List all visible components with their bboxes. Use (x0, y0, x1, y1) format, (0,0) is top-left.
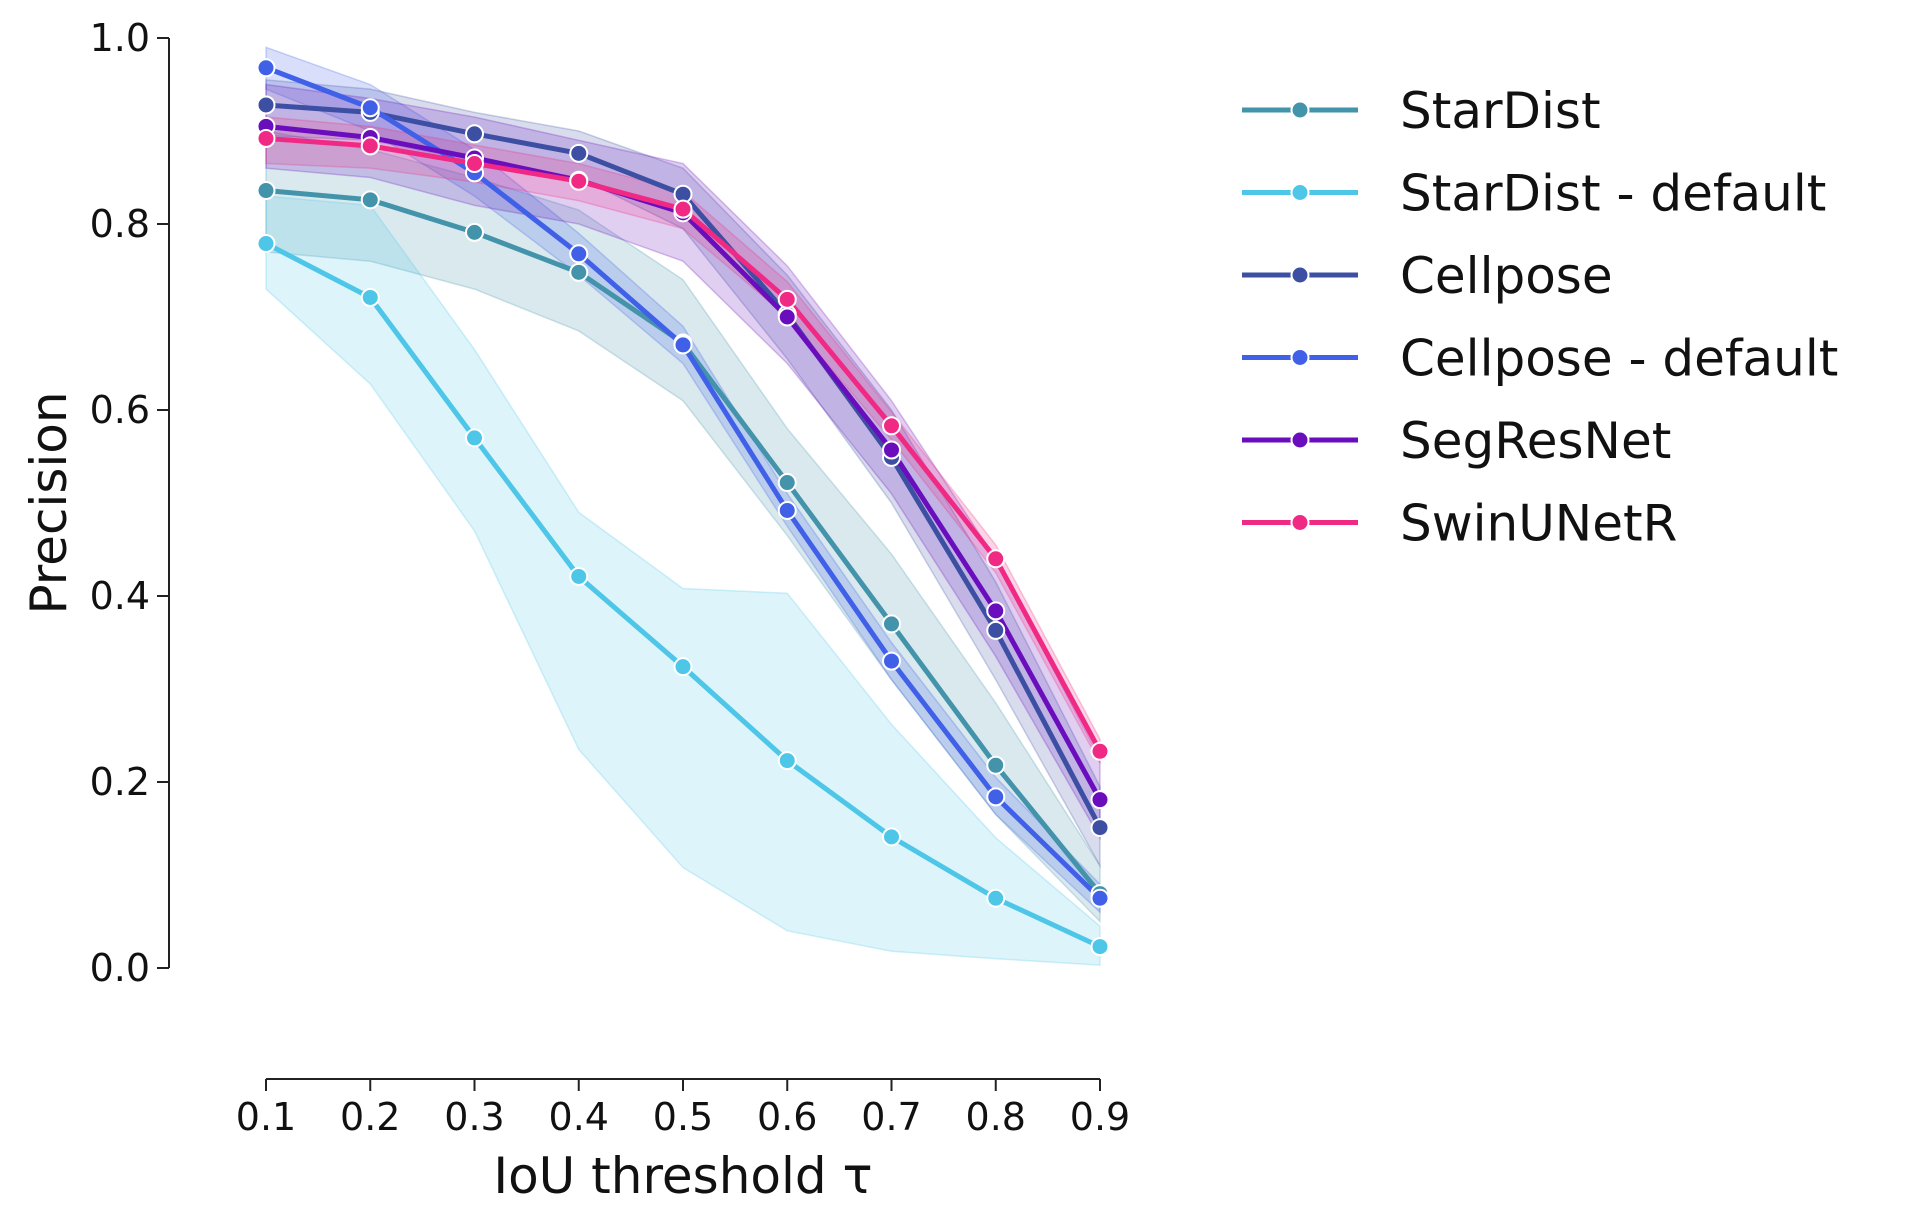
x-tick-label: 0.6 (757, 1095, 817, 1139)
data-point (360, 136, 380, 156)
confidence-band (265, 130, 1101, 924)
y-tick-label: 0.2 (90, 760, 150, 804)
legend-marker (1290, 265, 1310, 285)
y-tick-label: 0.4 (90, 574, 150, 618)
data-point (569, 143, 589, 163)
data-point (777, 500, 797, 520)
data-point (1090, 741, 1110, 761)
x-tick-label: 0.8 (966, 1095, 1026, 1139)
data-point (256, 181, 276, 201)
data-point (256, 128, 276, 148)
data-point (986, 755, 1006, 775)
x-tick-label: 0.5 (653, 1095, 713, 1139)
data-point (986, 620, 1006, 640)
legend-marker (1290, 183, 1310, 202)
y-tick-label: 0.8 (90, 202, 150, 246)
legend-label: SwinUNetR (1400, 495, 1677, 553)
data-point (777, 289, 797, 309)
data-point (569, 171, 589, 191)
legend-label: StarDist (1400, 82, 1601, 140)
legend-label: Cellpose (1400, 247, 1613, 305)
x-tick-label: 0.3 (444, 1095, 504, 1139)
data-point (986, 549, 1006, 569)
x-tick-label: 0.1 (236, 1095, 296, 1139)
data-point (777, 473, 797, 493)
data-point (673, 199, 693, 219)
data-point (256, 95, 276, 115)
confidence-band (265, 46, 1101, 914)
data-point (673, 335, 693, 355)
data-point (673, 657, 693, 677)
data-point (882, 827, 901, 847)
data-point (360, 287, 380, 307)
series-markers (256, 58, 1110, 957)
legend-marker (1290, 100, 1310, 120)
data-point (882, 440, 901, 460)
data-point (882, 614, 901, 634)
x-tick-label: 0.7 (861, 1095, 921, 1139)
legend-marker (1290, 513, 1310, 532)
data-point (1090, 937, 1110, 957)
data-point (465, 428, 484, 448)
legend-label: SegResNet (1400, 412, 1671, 470)
data-point (882, 416, 901, 436)
data-point (777, 307, 797, 327)
data-point (777, 751, 797, 771)
data-point (986, 888, 1006, 908)
y-tick-label: 0.6 (90, 388, 150, 432)
data-point (569, 566, 589, 586)
y-axis-label: Precision (20, 391, 78, 614)
confidence-band (265, 195, 1101, 967)
data-point (465, 222, 484, 242)
data-point (1090, 888, 1110, 908)
data-point (360, 98, 380, 118)
x-axis: 0.1 0.2 0.3 0.4 0.5 0.6 0.7 0.8 0.9 (236, 1078, 1130, 1139)
data-point (986, 787, 1006, 807)
data-point (465, 124, 484, 144)
data-point (882, 651, 901, 671)
data-point (256, 234, 276, 254)
data-point (360, 190, 380, 210)
data-point (569, 262, 589, 282)
confidence-band (265, 83, 1101, 841)
data-point (569, 244, 589, 264)
y-tick-label: 0.0 (90, 946, 150, 990)
x-axis-label: IoU threshold τ (493, 1147, 872, 1205)
legend-label: Cellpose - default (1400, 330, 1838, 388)
x-tick-label: 0.2 (340, 1095, 400, 1139)
x-tick-label: 0.4 (549, 1095, 609, 1139)
data-point (1090, 790, 1110, 810)
confidence-bands (265, 46, 1101, 967)
data-point (256, 58, 276, 78)
legend: StarDist StarDist - default Cellpose Cellpo… (1242, 82, 1838, 553)
x-tick-label: 0.9 (1070, 1095, 1130, 1139)
legend-marker (1290, 348, 1310, 367)
data-point (1090, 818, 1110, 838)
data-point (986, 601, 1006, 621)
y-tick-label: 1.0 (90, 16, 150, 60)
legend-label: StarDist - default (1400, 165, 1826, 223)
y-axis: 0.0 0.2 0.4 0.6 0.8 1.0 (90, 16, 170, 990)
legend-marker (1290, 430, 1310, 450)
data-point (465, 154, 484, 174)
